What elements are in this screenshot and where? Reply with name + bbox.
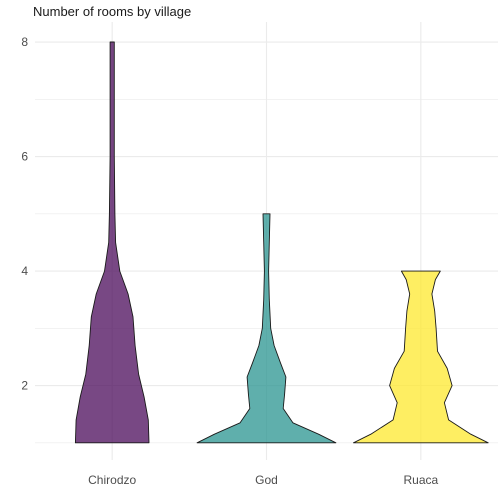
violin-god — [196, 213, 337, 444]
chart-title: Number of rooms by village — [33, 4, 192, 19]
x-tick-label: Ruaca — [403, 473, 438, 487]
x-tick-label: God — [255, 473, 278, 487]
label-layer: 2 4 6 8 Chirodzo God Ruaca — [21, 35, 438, 487]
y-tick-label: 8 — [21, 35, 28, 49]
violin-ruaca — [353, 270, 489, 444]
x-tick-label: Chirodzo — [88, 473, 136, 487]
y-tick-label: 6 — [21, 150, 28, 164]
violin-chirodzo — [74, 41, 150, 444]
violin-layer — [74, 41, 489, 444]
y-tick-label: 2 — [21, 379, 28, 393]
y-tick-label: 4 — [21, 264, 28, 278]
